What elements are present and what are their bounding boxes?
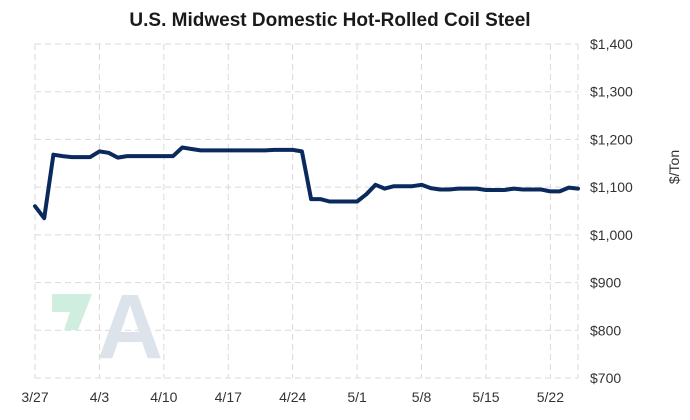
x-tick-label: 4/24	[279, 389, 306, 405]
series-layer	[33, 145, 580, 221]
x-tick-label: 5/8	[412, 389, 432, 405]
y-axis-ticks: $700 $800 $900 $1,000 $1,100 $1,200 $1,300 $1,4…	[590, 36, 633, 386]
x-tick-label: 3/27	[21, 389, 48, 405]
y-tick-label: $1,200	[590, 131, 633, 147]
y-tick-label: $900	[590, 275, 621, 291]
x-tick-label: 5/22	[537, 389, 564, 405]
y-axis-label: $/Ton	[666, 150, 682, 184]
y-tick-label: $700	[590, 370, 621, 386]
y-tick-label: $1,400	[590, 36, 633, 52]
x-tick-label: 4/10	[150, 389, 177, 405]
x-axis-ticks: 3/27 4/3 4/10 4/17 4/24 5/1 5/8 5/15 5/22	[21, 389, 564, 405]
y-tick-label: $800	[590, 322, 621, 338]
x-tick-label: 5/15	[472, 389, 499, 405]
series-line	[33, 145, 580, 221]
watermark-letter: A	[97, 276, 163, 378]
x-tick-label: 4/3	[90, 389, 110, 405]
x-tick-label: 4/17	[215, 389, 242, 405]
watermark-logo: A	[52, 276, 163, 378]
chart-title: U.S. Midwest Domestic Hot-Rolled Coil St…	[129, 10, 530, 31]
y-tick-label: $1,100	[590, 179, 633, 195]
y-tick-label: $1,000	[590, 227, 633, 243]
watermark-mark	[52, 294, 92, 330]
y-tick-label: $1,300	[590, 84, 633, 100]
x-tick-label: 5/1	[347, 389, 367, 405]
grid	[34, 43, 579, 379]
